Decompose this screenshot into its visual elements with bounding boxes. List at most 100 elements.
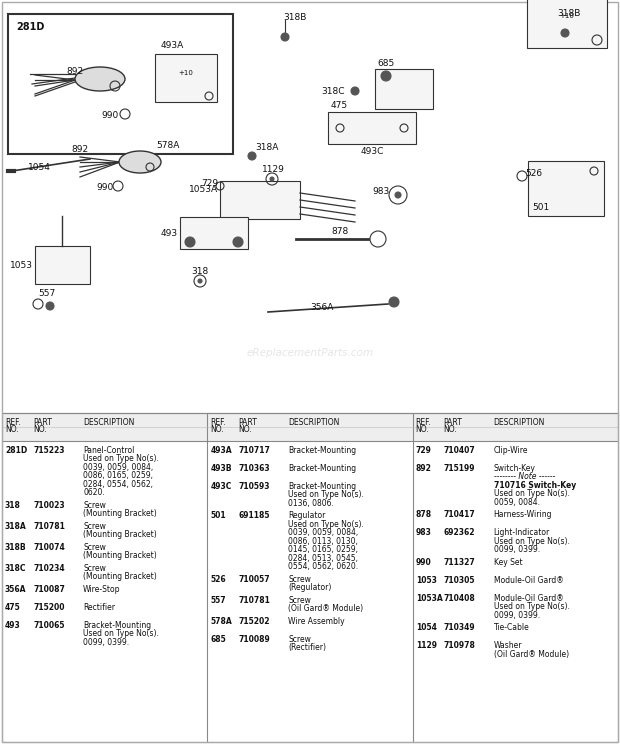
Text: 493: 493 (161, 228, 178, 237)
Text: Rectifier: Rectifier (83, 603, 115, 612)
Text: 710978: 710978 (444, 641, 476, 650)
Text: 715199: 715199 (444, 464, 475, 473)
Text: 318: 318 (5, 501, 21, 510)
Text: (Mounting Bracket): (Mounting Bracket) (83, 510, 157, 519)
Circle shape (248, 152, 256, 160)
Bar (35, 246, 90, 284)
Text: 710781: 710781 (33, 522, 65, 531)
Circle shape (381, 71, 391, 81)
Circle shape (281, 33, 289, 41)
Text: 710234: 710234 (33, 564, 64, 573)
Text: 0620.: 0620. (83, 488, 105, 498)
Bar (2, 413, 618, 742)
Text: 715202: 715202 (238, 617, 270, 626)
Text: 0284, 0513, 0545,: 0284, 0513, 0545, (288, 554, 358, 563)
Text: (Rectifier): (Rectifier) (288, 644, 326, 652)
Text: 892: 892 (66, 68, 84, 77)
Text: 557: 557 (210, 596, 226, 605)
Text: Used on Type No(s).: Used on Type No(s). (288, 490, 364, 499)
Text: 710363: 710363 (238, 464, 270, 473)
Text: 892: 892 (415, 464, 432, 473)
Text: 526: 526 (525, 170, 542, 179)
Text: 983: 983 (415, 528, 432, 537)
Circle shape (389, 297, 399, 307)
Text: 892: 892 (71, 144, 89, 153)
Text: Bracket-Mounting: Bracket-Mounting (83, 621, 151, 630)
Text: Wire-Stop: Wire-Stop (83, 585, 120, 594)
Text: NO.: NO. (33, 425, 46, 434)
Text: 1054: 1054 (415, 623, 436, 632)
Text: 710781: 710781 (238, 596, 270, 605)
Ellipse shape (75, 67, 125, 91)
Text: 493B: 493B (210, 464, 232, 473)
Text: 0059, 0084.: 0059, 0084. (494, 498, 539, 507)
Text: 990: 990 (96, 182, 113, 191)
Text: 710407: 710407 (444, 446, 476, 455)
Text: Wire Assembly: Wire Assembly (288, 617, 345, 626)
Text: 1053A: 1053A (189, 185, 218, 194)
Text: 710074: 710074 (33, 543, 64, 552)
Text: 281D: 281D (5, 446, 27, 455)
Text: 493C: 493C (210, 482, 232, 491)
Text: 715200: 715200 (33, 603, 64, 612)
Text: 710023: 710023 (33, 501, 64, 510)
Text: Screw: Screw (83, 543, 106, 552)
Text: 318C: 318C (5, 564, 27, 573)
Text: Screw: Screw (83, 501, 106, 510)
Text: 685: 685 (210, 635, 226, 644)
Text: NO.: NO. (444, 425, 458, 434)
Text: Used on Type No(s).: Used on Type No(s). (83, 629, 159, 638)
Text: (Mounting Bracket): (Mounting Bracket) (83, 551, 157, 560)
Text: Clip-Wire: Clip-Wire (494, 446, 528, 455)
Text: 729: 729 (415, 446, 432, 455)
Text: Tie-Cable: Tie-Cable (494, 623, 529, 632)
Text: 1053: 1053 (415, 576, 436, 585)
Circle shape (395, 192, 401, 198)
Text: 578A: 578A (210, 617, 232, 626)
Text: 493A: 493A (210, 446, 232, 455)
Text: 318A: 318A (5, 522, 27, 531)
Text: Used on Type No(s).: Used on Type No(s). (494, 490, 570, 498)
Text: Regulator: Regulator (288, 511, 326, 520)
Text: (Regulator): (Regulator) (288, 583, 332, 592)
Text: Used on Type No(s).: Used on Type No(s). (83, 455, 159, 464)
Text: 685: 685 (378, 60, 394, 68)
Text: 710349: 710349 (444, 623, 476, 632)
Text: +10: +10 (179, 70, 193, 76)
Text: 0099, 0399.: 0099, 0399. (83, 638, 129, 647)
Text: 710057: 710057 (238, 575, 270, 584)
Text: (Mounting Bracket): (Mounting Bracket) (83, 572, 157, 581)
Text: 692362: 692362 (444, 528, 475, 537)
Text: (Oil Gard® Module): (Oil Gard® Module) (288, 604, 363, 613)
Text: 1054: 1054 (28, 162, 51, 172)
Text: DESCRIPTION: DESCRIPTION (494, 418, 545, 427)
Text: 990: 990 (102, 112, 118, 121)
Ellipse shape (119, 151, 161, 173)
Text: 318C: 318C (322, 86, 345, 95)
Text: REF.: REF. (210, 418, 226, 427)
Text: Screw: Screw (288, 575, 311, 584)
Text: 0554, 0562, 0620.: 0554, 0562, 0620. (288, 562, 358, 571)
Text: 526: 526 (210, 575, 226, 584)
Circle shape (270, 177, 274, 181)
Text: 501: 501 (210, 511, 226, 520)
Text: 318A: 318A (255, 143, 278, 152)
Text: Screw: Screw (83, 522, 106, 531)
Circle shape (233, 237, 243, 247)
Text: 493C: 493C (360, 147, 384, 156)
Text: 281D: 281D (16, 22, 45, 32)
Bar (220, 181, 300, 219)
Text: 493: 493 (5, 621, 20, 630)
Text: 1053A: 1053A (415, 594, 443, 603)
Text: DESCRIPTION: DESCRIPTION (288, 418, 340, 427)
Text: PART: PART (238, 418, 257, 427)
Text: PART: PART (444, 418, 463, 427)
Text: 710593: 710593 (238, 482, 270, 491)
Text: Light-Indicator: Light-Indicator (494, 528, 550, 537)
Text: NO.: NO. (5, 425, 19, 434)
Text: 710417: 710417 (444, 510, 476, 519)
Bar (155, 54, 217, 102)
Circle shape (46, 302, 54, 310)
Text: 0039, 0059, 0084,: 0039, 0059, 0084, (288, 528, 358, 537)
Text: 710087: 710087 (33, 585, 65, 594)
